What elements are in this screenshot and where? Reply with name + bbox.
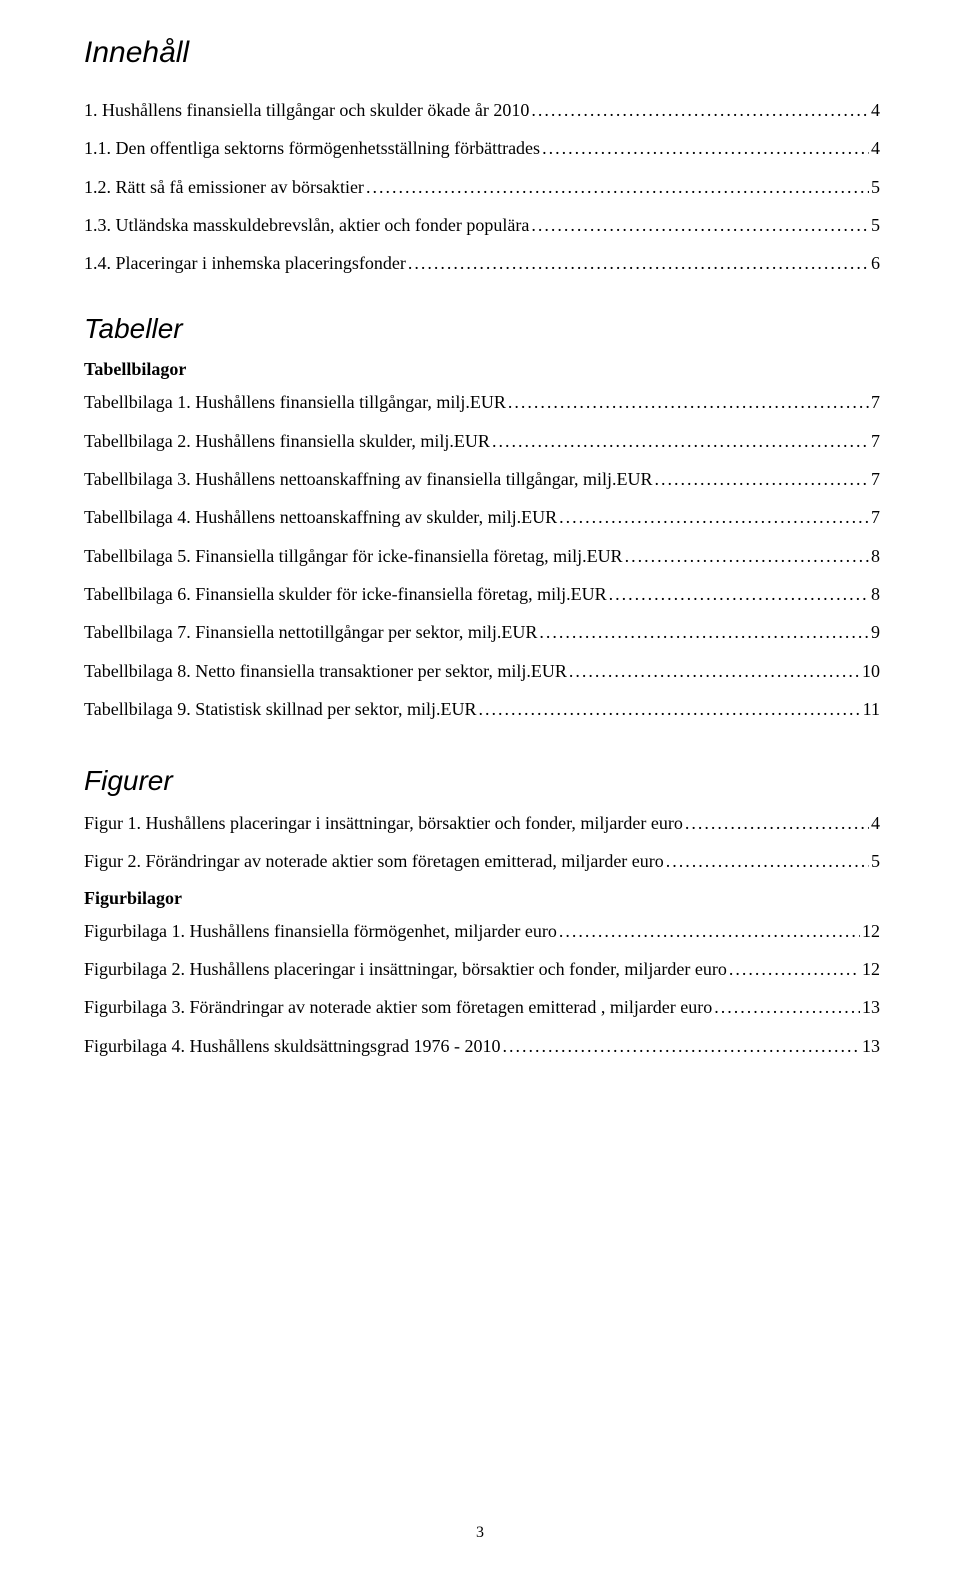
toc-entry-page: 4 (871, 98, 880, 122)
toc-entry-label: 1.3. Utländska masskuldebrevslån, aktier… (84, 213, 529, 237)
toc-tabeller-entry[interactable]: Tabellbilaga 5. Finansiella tillgångar f… (84, 544, 880, 568)
toc-figurer-pre-entry[interactable]: Figur 2. Förändringar av noterade aktier… (84, 849, 880, 873)
heading-tabeller: Tabeller (84, 313, 880, 345)
toc-leader (492, 429, 869, 453)
toc-entry-page: 12 (862, 957, 880, 981)
toc-leader (502, 1034, 860, 1058)
toc-entry-page: 5 (871, 849, 880, 873)
toc-figurer-entry[interactable]: Figurbilaga 4. Hushållens skuldsättnings… (84, 1034, 880, 1058)
toc-leader (685, 811, 869, 835)
toc-leader (714, 995, 860, 1019)
toc-entry-page: 6 (871, 251, 880, 275)
toc-entry-page: 5 (871, 175, 880, 199)
toc-entry-page: 4 (871, 811, 880, 835)
toc-entry-label: Tabellbilaga 8. Netto finansiella transa… (84, 659, 567, 683)
toc-entry-label: 1. Hushållens finansiella tillgångar och… (84, 98, 529, 122)
toc-figurer-entry[interactable]: Figurbilaga 3. Förändringar av noterade … (84, 995, 880, 1019)
toc-main-entry[interactable]: 1. Hushållens finansiella tillgångar och… (84, 98, 880, 122)
toc-entry-page: 13 (862, 1034, 880, 1058)
toc-leader (478, 697, 860, 721)
toc-figurer: Figurbilaga 1. Hushållens finansiella fö… (84, 919, 880, 1058)
toc-entry-page: 7 (871, 505, 880, 529)
toc-tabeller-entry[interactable]: Tabellbilaga 6. Finansiella skulder för … (84, 582, 880, 606)
toc-entry-label: Figur 1. Hushållens placeringar i insätt… (84, 811, 683, 835)
toc-main-entry[interactable]: 1.1. Den offentliga sektorns förmögenhet… (84, 136, 880, 160)
toc-leader (531, 213, 869, 237)
toc-main-entry[interactable]: 1.3. Utländska masskuldebrevslån, aktier… (84, 213, 880, 237)
heading-figurer: Figurer (84, 765, 880, 797)
toc-entry-page: 7 (871, 390, 880, 414)
toc-leader (666, 849, 869, 873)
page-title: Innehåll (84, 36, 880, 70)
toc-leader (531, 98, 869, 122)
toc-tabeller: Tabellbilaga 1. Hushållens finansiella t… (84, 390, 880, 721)
toc-entry-label: Figurbilaga 2. Hushållens placeringar i … (84, 957, 727, 981)
toc-main-entry[interactable]: 1.4. Placeringar i inhemska placeringsfo… (84, 251, 880, 275)
toc-entry-label: Tabellbilaga 4. Hushållens nettoanskaffn… (84, 505, 557, 529)
toc-entry-label: Tabellbilaga 6. Finansiella skulder för … (84, 582, 607, 606)
toc-entry-page: 5 (871, 213, 880, 237)
toc-tabeller-entry[interactable]: Tabellbilaga 8. Netto finansiella transa… (84, 659, 880, 683)
toc-entry-page: 8 (871, 582, 880, 606)
toc-leader (729, 957, 860, 981)
toc-entry-page: 12 (862, 919, 880, 943)
toc-entry-label: Tabellbilaga 3. Hushållens nettoanskaffn… (84, 467, 653, 491)
toc-entry-page: 13 (862, 995, 880, 1019)
toc-leader (539, 620, 869, 644)
toc-entry-label: Figur 2. Förändringar av noterade aktier… (84, 849, 664, 873)
toc-entry-label: Tabellbilaga 1. Hushållens finansiella t… (84, 390, 506, 414)
toc-tabeller-entry[interactable]: Tabellbilaga 7. Finansiella nettotillgån… (84, 620, 880, 644)
toc-leader (366, 175, 869, 199)
toc-entry-page: 8 (871, 544, 880, 568)
toc-entry-page: 11 (863, 697, 880, 721)
subheading-figurbilagor: Figurbilagor (84, 888, 880, 909)
toc-entry-page: 7 (871, 429, 880, 453)
toc-entry-label: Figurbilaga 1. Hushållens finansiella fö… (84, 919, 557, 943)
toc-entry-label: Tabellbilaga 7. Finansiella nettotillgån… (84, 620, 537, 644)
toc-leader (559, 919, 860, 943)
toc-figurer-entry[interactable]: Figurbilaga 2. Hushållens placeringar i … (84, 957, 880, 981)
toc-tabeller-entry[interactable]: Tabellbilaga 4. Hushållens nettoanskaffn… (84, 505, 880, 529)
toc-figurer-entry[interactable]: Figurbilaga 1. Hushållens finansiella fö… (84, 919, 880, 943)
toc-entry-label: 1.2. Rätt så få emissioner av börsaktier (84, 175, 364, 199)
toc-entry-label: Tabellbilaga 2. Hushållens finansiella s… (84, 429, 490, 453)
toc-entry-label: Figurbilaga 4. Hushållens skuldsättnings… (84, 1034, 500, 1058)
toc-entry-page: 4 (871, 136, 880, 160)
toc-leader (408, 251, 869, 275)
toc-tabeller-entry[interactable]: Tabellbilaga 9. Statistisk skillnad per … (84, 697, 880, 721)
toc-leader (609, 582, 869, 606)
toc-tabeller-entry[interactable]: Tabellbilaga 3. Hushållens nettoanskaffn… (84, 467, 880, 491)
page: Innehåll 1. Hushållens finansiella tillg… (0, 0, 960, 1572)
toc-tabeller-entry[interactable]: Tabellbilaga 2. Hushållens finansiella s… (84, 429, 880, 453)
toc-entry-page: 10 (862, 659, 880, 683)
toc-leader (508, 390, 869, 414)
toc-leader (625, 544, 869, 568)
toc-entry-label: Figurbilaga 3. Förändringar av noterade … (84, 995, 712, 1019)
toc-leader (655, 467, 869, 491)
toc-entry-page: 9 (871, 620, 880, 644)
toc-tabeller-entry[interactable]: Tabellbilaga 1. Hushållens finansiella t… (84, 390, 880, 414)
page-number: 3 (0, 1524, 960, 1542)
toc-leader (569, 659, 860, 683)
toc-entry-page: 7 (871, 467, 880, 491)
toc-main-entry[interactable]: 1.2. Rätt så få emissioner av börsaktier… (84, 175, 880, 199)
toc-entry-label: 1.4. Placeringar i inhemska placeringsfo… (84, 251, 406, 275)
toc-leader (559, 505, 869, 529)
toc-main: 1. Hushållens finansiella tillgångar och… (84, 98, 880, 275)
toc-entry-label: 1.1. Den offentliga sektorns förmögenhet… (84, 136, 540, 160)
toc-figurer-pre: Figur 1. Hushållens placeringar i insätt… (84, 811, 880, 874)
toc-entry-label: Tabellbilaga 5. Finansiella tillgångar f… (84, 544, 623, 568)
toc-entry-label: Tabellbilaga 9. Statistisk skillnad per … (84, 697, 476, 721)
subheading-tabellbilagor: Tabellbilagor (84, 359, 880, 380)
toc-leader (542, 136, 869, 160)
toc-figurer-pre-entry[interactable]: Figur 1. Hushållens placeringar i insätt… (84, 811, 880, 835)
